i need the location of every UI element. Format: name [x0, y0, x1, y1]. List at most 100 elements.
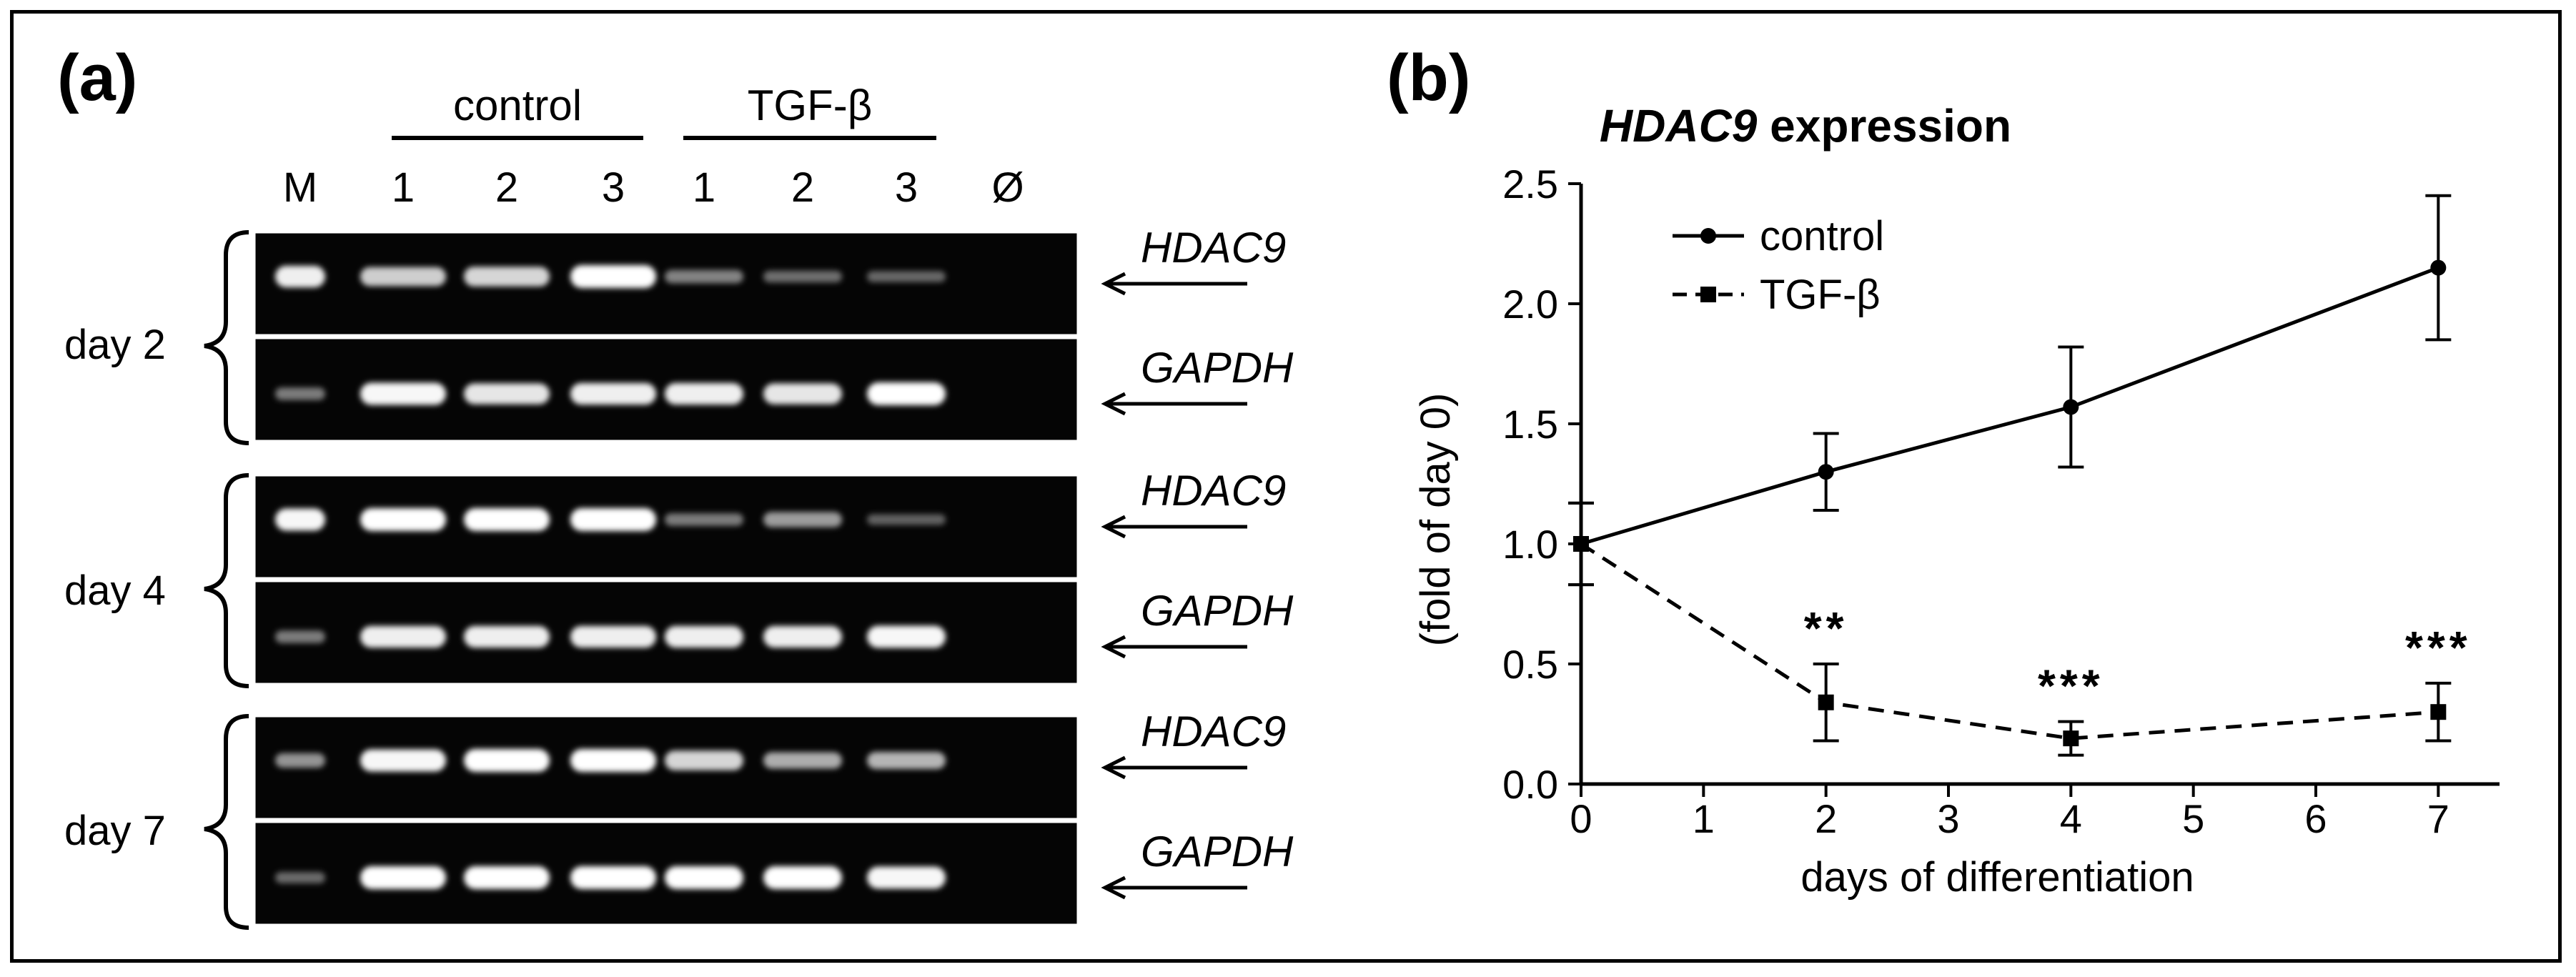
gel-day-4-gapdh	[253, 580, 1079, 685]
lane-label-control-3: 3	[602, 164, 625, 211]
y-axis-label: (fold of day 0)	[1412, 393, 1459, 647]
legend-marker	[1700, 228, 1716, 244]
data-point	[1818, 694, 1834, 710]
gel-day-2-gapdh	[253, 337, 1079, 442]
gel-band	[570, 866, 656, 889]
arrow-head-icon	[1101, 392, 1126, 416]
gel-band	[763, 383, 842, 405]
arrow-head-icon	[1101, 755, 1126, 780]
gel-band	[360, 382, 446, 405]
x-tick-label: 4	[2060, 796, 2082, 841]
gel-band	[464, 508, 550, 531]
day-4-brace	[204, 473, 249, 688]
lane-label-control-2: 2	[495, 164, 518, 211]
significance-marker: ***	[2038, 660, 2104, 712]
legend-marker	[1700, 287, 1716, 302]
data-point	[2063, 399, 2079, 415]
gel-band	[665, 750, 743, 770]
gel-band	[665, 513, 743, 526]
y-tick-label: 1.0	[1502, 522, 1558, 567]
lane-labels: M 1 2 3 1 2 3 Ø	[283, 164, 1024, 211]
x-tick-label: 6	[2304, 796, 2327, 841]
gel-band	[464, 625, 550, 648]
lane-label-empty: Ø	[991, 164, 1024, 211]
gel-day-7-gapdh	[253, 820, 1079, 926]
lane-label-tgf-3: 3	[895, 164, 918, 211]
panel-b: (b) HDAC9 expression 0.0 0.5 1.0 1.5 2.0 2.5 0…	[1387, 41, 2500, 901]
gene-label-gapdh: GAPDH	[1141, 344, 1294, 392]
x-tick-label: 3	[1937, 796, 1959, 841]
gel-band	[665, 866, 743, 889]
day-2-brace	[204, 230, 249, 445]
gel-band	[275, 265, 325, 288]
chart-title-rest: expression	[1757, 100, 2011, 152]
gene-label-hdac9: HDAC9	[1141, 708, 1286, 755]
data-point	[1573, 536, 1589, 552]
gel-band	[360, 866, 446, 889]
y-tick-label: 2.5	[1502, 162, 1558, 207]
gel-band	[867, 752, 946, 769]
gel-band	[867, 625, 946, 648]
gel-day-2-hdac9	[253, 231, 1079, 337]
legend: control TGF-β	[1673, 213, 1884, 318]
y-tick-label: 1.5	[1502, 402, 1558, 447]
gel-band	[464, 267, 550, 287]
series-line	[1580, 266, 2439, 546]
gel-band	[360, 625, 446, 648]
series-control	[1568, 194, 2452, 587]
legend-label: TGF-β	[1760, 272, 1881, 318]
y-tick-label: 0.5	[1502, 642, 1558, 687]
gel-band	[464, 866, 550, 889]
gel-band	[867, 382, 946, 405]
gel-band	[867, 514, 946, 525]
x-axis-label: days of differentiation	[1800, 854, 2194, 901]
figure-frame	[10, 10, 2562, 963]
gel-band	[763, 512, 842, 527]
panel-a: (a) control TGF-β M 1 2 3 1 2 3 Ø day 2 …	[57, 41, 1294, 930]
gene-label-gapdh: GAPDH	[1141, 587, 1294, 635]
gel-band	[570, 265, 656, 288]
significance-marker: ***	[2405, 622, 2472, 673]
panel-a-label: (a)	[57, 41, 137, 114]
gel-band	[464, 383, 550, 405]
x-tick-label: 7	[2427, 796, 2449, 841]
gel-band	[867, 866, 946, 889]
gel-band	[570, 749, 656, 772]
panel-b-label: (b)	[1387, 41, 1470, 114]
chart-title: HDAC9 expression	[1600, 100, 2011, 152]
arrow-head-icon	[1101, 635, 1126, 659]
y-tick-label: 2.0	[1502, 282, 1558, 327]
gel-band	[360, 749, 446, 772]
gel-band	[360, 508, 446, 531]
gel-band	[867, 271, 946, 282]
data-point	[2430, 259, 2447, 276]
day-7-label: day 7	[64, 808, 166, 854]
gel-band	[464, 749, 550, 772]
gel-band	[665, 382, 743, 405]
gene-label-hdac9: HDAC9	[1141, 467, 1286, 515]
significance-marker: **	[1804, 602, 1848, 654]
lane-label-tgf-2: 2	[791, 164, 814, 211]
arrow-head-icon	[1101, 272, 1126, 296]
gel-band	[275, 630, 325, 643]
gene-label-gapdh: GAPDH	[1141, 828, 1294, 876]
arrow-head-icon	[1101, 876, 1126, 900]
y-tick-label: 0.0	[1502, 762, 1558, 807]
gel-band	[763, 752, 842, 769]
gel-band	[275, 872, 325, 883]
x-tick-label: 2	[1815, 796, 1837, 841]
day-4-label: day 4	[64, 567, 166, 614]
gel-day-7-hdac9	[253, 715, 1079, 820]
gel-band	[665, 625, 743, 648]
gene-label-hdac9: HDAC9	[1141, 224, 1286, 272]
x-tick-label: 1	[1693, 796, 1715, 841]
gel-band	[275, 753, 325, 768]
gel-band	[360, 267, 446, 287]
gel-band	[275, 508, 325, 531]
gel-day-4-hdac9	[253, 474, 1079, 580]
tgf-group-label: TGF-β	[748, 81, 872, 129]
data-point	[2430, 704, 2447, 720]
day-2-label: day 2	[64, 322, 166, 368]
x-tick-label: 0	[1570, 796, 1592, 841]
